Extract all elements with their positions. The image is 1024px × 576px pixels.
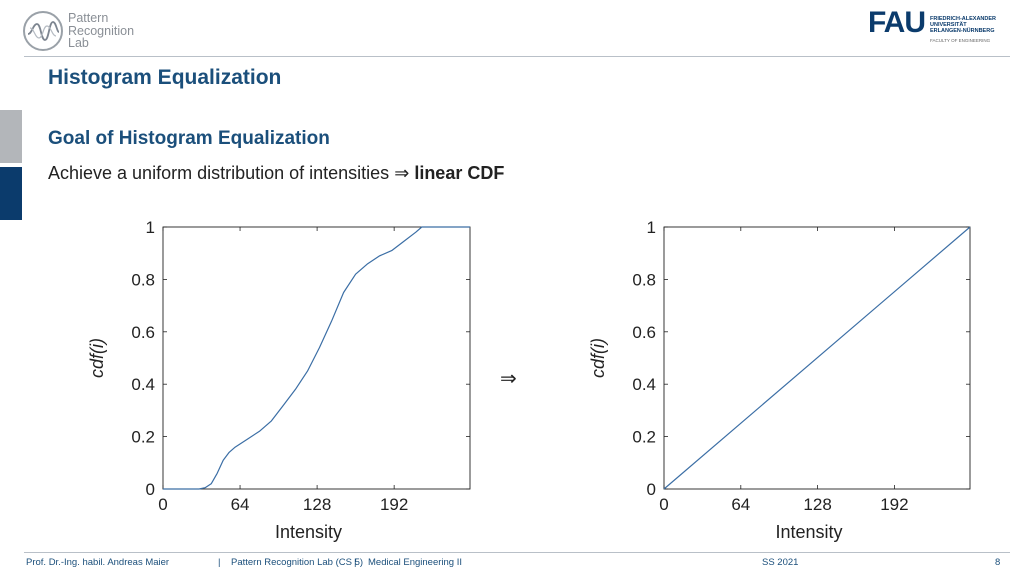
logo-line-1: Pattern	[68, 11, 109, 25]
footer-term: SS 2021	[762, 557, 799, 568]
chart-2-frame	[663, 226, 971, 490]
chart-2-xlabel: Intensity	[775, 522, 842, 542]
chart-2-ylabel: cdf(i)	[588, 338, 608, 378]
footer-page: 8	[995, 557, 1001, 568]
chart-1-frame	[162, 226, 471, 490]
chart-1-ylabel: cdf(i)	[87, 338, 107, 378]
chart-1-ytick-label-4: 0.8	[131, 270, 155, 289]
chart-1-ytick-label-3: 0.6	[131, 323, 155, 342]
goal-statement: Achieve a uniform distribution of intens…	[48, 163, 504, 184]
chart-2-ytick-label-1: 0.2	[632, 428, 656, 447]
chart-1-ytick-label-0: 0	[146, 480, 155, 499]
chart-1-ytick-label-2: 0.4	[131, 375, 155, 394]
chart-1-series-0	[163, 226, 470, 490]
implies-symbol: ⇒	[394, 163, 410, 183]
logo-line-2: Recognition	[68, 23, 135, 38]
chart-1-xtick-label-1: 64	[231, 495, 250, 514]
chart-1-xlabel: Intensity	[275, 522, 342, 542]
between-arrow: ⇒	[500, 368, 517, 390]
header-divider	[24, 56, 1010, 57]
footer-course: Medical Engineering II	[368, 557, 462, 568]
cdf-charts: 0 64 128 192 0 0.2 0.4 0.6 0.8 1 Intensity cdf(i) 0 6…	[87, 218, 971, 542]
fau-line-3: ERLANGEN-NÜRNBERG	[930, 28, 995, 34]
chart-1-xtick-label-0: 0	[158, 495, 167, 514]
chart-2-ytick-label-2: 0.4	[632, 375, 656, 394]
fau-line-1: FRIEDRICH-ALEXANDER	[930, 16, 996, 22]
chart-1-xtick-label-2: 128	[303, 495, 331, 514]
chart-2-ytick-label-3: 0.6	[632, 323, 656, 342]
fau-logo: FAU FRIEDRICH-ALEXANDER UNIVERSITÄT ERLA…	[868, 6, 1008, 46]
chart-2-xtick-label-3: 192	[880, 495, 908, 514]
chart-2-ytick-label-0: 0	[647, 480, 656, 499]
chart-1-ytick-label-5: 1	[146, 218, 155, 237]
fau-faculty: FACULTY OF ENGINEERING	[930, 38, 991, 43]
fau-wordmark: FAU	[868, 6, 926, 39]
side-accent-gray	[0, 110, 22, 163]
pattern-recognition-lab-logo: Pattern Recognition Lab	[22, 10, 162, 54]
chart-2-ytick-label-4: 0.8	[632, 270, 656, 289]
chart-1-xtick-label-3: 192	[380, 495, 408, 514]
chart-2-series-0	[663, 226, 971, 490]
footer-sep-2: |	[354, 557, 357, 568]
logo-line-3: Lab	[68, 36, 89, 50]
side-accent-blue	[0, 167, 22, 220]
chart-2-xtick-label-1: 64	[731, 495, 750, 514]
chart-1-ytick-label-1: 0.2	[131, 428, 155, 447]
footer-author: Prof. Dr.-Ing. habil. Andreas Maier	[26, 557, 170, 568]
footer-lab: Pattern Recognition Lab (CS 5)	[231, 557, 364, 568]
section-subtitle: Goal of Histogram Equalization	[48, 128, 330, 149]
chart-2-ytick-label-5: 1	[647, 218, 656, 237]
slide-title: Histogram Equalization	[48, 66, 282, 89]
goal-emphasis: linear CDF	[414, 163, 505, 183]
footer-divider	[24, 552, 1010, 553]
footer-sep-1: |	[218, 557, 221, 568]
goal-text: Achieve a uniform distribution of intens…	[48, 163, 390, 183]
chart-2-xtick-label-2: 128	[803, 495, 831, 514]
chart-2-xtick-label-0: 0	[659, 495, 668, 514]
fau-line-2: UNIVERSITÄT	[930, 22, 967, 28]
lab-logo-icon	[23, 11, 63, 51]
